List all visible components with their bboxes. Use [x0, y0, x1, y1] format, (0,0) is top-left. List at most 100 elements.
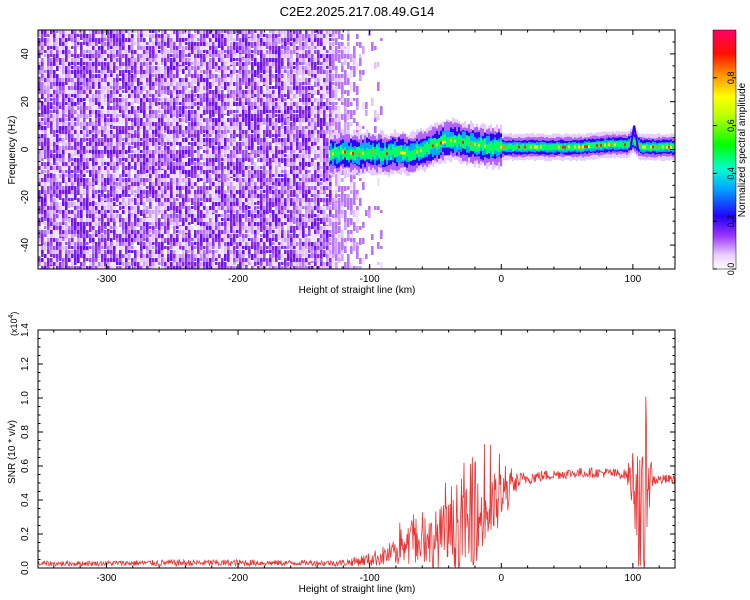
heatmap-cell [254, 30, 257, 33]
heatmap-cell [200, 110, 203, 115]
heatmap-cell [242, 210, 245, 213]
heatmap-cell [161, 146, 164, 149]
heatmap-cell [221, 242, 224, 247]
heatmap-cell [131, 182, 134, 188]
heatmap-cell [200, 194, 203, 200]
heatmap-cell [92, 182, 95, 185]
heatmap-cell [68, 62, 71, 66]
heatmap-cell [221, 230, 224, 237]
heatmap-cell [176, 226, 179, 229]
heatmap-cell [167, 266, 170, 269]
heatmap-cell [38, 182, 41, 187]
heatmap-cell [149, 50, 152, 56]
heatmap-cell [260, 218, 263, 223]
heatmap-cell [122, 238, 125, 242]
heatmap-cell [269, 82, 272, 85]
heatmap-cell [257, 190, 260, 196]
heatmap-cell [287, 258, 290, 261]
heatmap-cell [80, 122, 83, 126]
heatmap-cell [44, 218, 47, 221]
heatmap-cell [59, 106, 62, 109]
heatmap-cell [197, 242, 200, 250]
heatmap-cell [227, 46, 230, 51]
heatmap-cell [155, 126, 158, 129]
heatmap-cell [134, 134, 137, 137]
heatmap-cell [245, 230, 248, 233]
heatmap-cell [137, 94, 140, 99]
heatmap-cell [122, 106, 125, 111]
heatmap-cell [122, 118, 125, 125]
heatmap-cell [74, 206, 77, 210]
heatmap-cell [41, 246, 44, 253]
heatmap-cell [236, 46, 239, 53]
heatmap-cell [116, 38, 119, 43]
heatmap-cell [125, 170, 128, 174]
heatmap-cell [200, 246, 203, 250]
heatmap-cell [224, 154, 227, 157]
heatmap-cell [215, 54, 218, 57]
heatmap-cell [287, 234, 290, 240]
heatmap-cell [212, 162, 215, 166]
heatmap-cell [185, 250, 188, 254]
heatmap-cell [230, 138, 233, 142]
heatmap-cell [131, 222, 134, 230]
heatmap-cell [188, 102, 191, 109]
heatmap-cell [242, 158, 245, 162]
heatmap-cell [182, 138, 185, 143]
heatmap-cell [134, 222, 137, 226]
heatmap-cell [185, 38, 188, 41]
heatmap-cell [188, 138, 191, 142]
heatmap-cell [194, 58, 197, 62]
heatmap-cell [185, 218, 188, 222]
heatmap-cell [230, 142, 233, 148]
heatmap-cell [170, 266, 173, 269]
heatmap-cell [89, 58, 92, 61]
heatmap-cell [143, 150, 146, 157]
heatmap-cell [137, 222, 140, 227]
heatmap-cell [92, 150, 95, 157]
heatmap-cell [71, 74, 74, 81]
heatmap-cell [47, 262, 50, 269]
heatmap-cell [197, 258, 200, 263]
heatmap-cell [128, 46, 131, 50]
heatmap-cell [89, 254, 92, 259]
heatmap-cell [74, 86, 77, 90]
heatmap-cell [290, 130, 293, 134]
heatmap-cell [125, 114, 128, 119]
heatmap-cell [296, 230, 299, 233]
heatmap-cell [92, 86, 95, 89]
heatmap-cell [197, 262, 200, 266]
heatmap-cell [128, 98, 131, 105]
heatmap-cell [197, 222, 200, 225]
heatmap-cell [47, 198, 50, 205]
heatmap-cell [296, 150, 299, 154]
heatmap-cell [260, 138, 263, 143]
heatmap-cell [188, 154, 191, 157]
heatmap-cell [272, 166, 275, 173]
heatmap-cell [83, 30, 86, 35]
heatmap-cell [38, 238, 41, 244]
heatmap-cell [149, 66, 152, 73]
heatmap-cell [71, 154, 74, 157]
heatmap-cell [62, 70, 65, 73]
heatmap-cell [221, 134, 224, 140]
heatmap-cell [83, 134, 86, 138]
heatmap-cell [62, 202, 65, 207]
heatmap-cell [275, 30, 278, 36]
heatmap-cell [293, 66, 296, 69]
heatmap-cell [110, 258, 113, 262]
heatmap-cell [149, 166, 152, 171]
heatmap-cell [53, 262, 56, 267]
heatmap-cell [134, 78, 137, 83]
heatmap-cell [233, 242, 236, 245]
heatmap-cell [56, 198, 59, 204]
heatmap-cell [284, 62, 287, 66]
heatmap-cell [50, 70, 53, 75]
heatmap-cell [128, 166, 131, 170]
heatmap-cell [182, 222, 185, 225]
heatmap-cell [197, 162, 200, 166]
heatmap-cell [98, 210, 101, 216]
heatmap-cell [194, 162, 197, 167]
heatmap-cell [212, 130, 215, 134]
heatmap-cell [197, 250, 200, 256]
